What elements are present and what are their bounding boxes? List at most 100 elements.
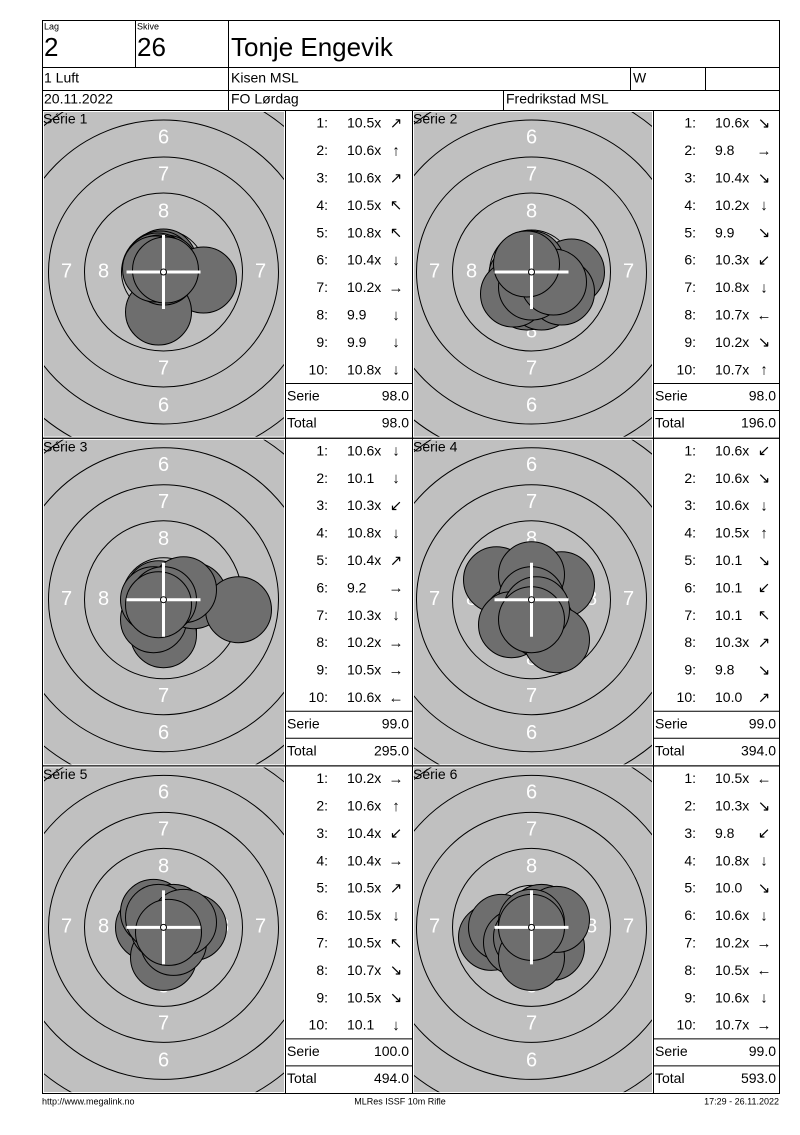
shot-direction: ←: [757, 962, 772, 979]
shot-hole: [493, 230, 560, 298]
shot-number: 9:: [316, 334, 328, 350]
shot-direction: ↘: [758, 798, 771, 815]
ring-label: 7: [158, 491, 169, 513]
shot-direction: ↓: [392, 252, 400, 269]
shot-direction: →: [389, 770, 404, 787]
shot-direction: ↓: [392, 334, 400, 351]
ring: [48, 811, 279, 1043]
shot-score: 10.6x: [715, 470, 749, 486]
shooter-name: Tonje Engevik: [231, 32, 394, 62]
ring: [84, 847, 243, 1007]
lag: 2: [44, 32, 58, 62]
total-value: 593.0: [741, 1070, 776, 1086]
shot-score: 9.8: [715, 825, 735, 841]
ring-label: 6: [526, 454, 537, 476]
shot-number: 4:: [316, 197, 328, 213]
ring-label: 6: [158, 126, 169, 148]
ring-label: 7: [623, 260, 634, 282]
ring-label: 6: [158, 454, 169, 476]
shot-number: 1:: [316, 115, 328, 131]
shot-direction: ↙: [390, 825, 403, 842]
shot-direction: ↗: [390, 170, 403, 187]
ring-label: 7: [61, 588, 72, 610]
shot-direction: ↑: [392, 798, 400, 815]
shot-direction: →: [757, 142, 772, 159]
ring: [416, 811, 647, 1043]
shot-score: 10.2x: [715, 935, 749, 951]
ring-label: 7: [526, 357, 537, 379]
shot-score: 10.5x: [347, 115, 381, 131]
ring-label: 7: [158, 163, 169, 185]
venue: Fredrikstad MSL: [506, 91, 609, 107]
shot-direction: →: [389, 662, 404, 679]
shot-score: 10.2x: [715, 197, 749, 213]
header: Lag 2 Skive 26 Tonje Engevik 1 Luft Kise…: [42, 20, 779, 111]
footer-right: 17:29 - 26.11.2022: [704, 1096, 779, 1106]
ring: [44, 774, 284, 1080]
shot-score: 10.8x: [347, 361, 381, 377]
shot-score: 10.3x: [715, 634, 749, 650]
shot-direction: ←: [757, 770, 772, 787]
shot-number: 3:: [684, 497, 696, 513]
total-value: 494.0: [374, 1070, 409, 1086]
ring-label: 7: [255, 916, 266, 938]
shot-score: 10.5x: [347, 662, 381, 678]
series-title: Série 4: [413, 438, 458, 454]
shot-score: 10.3x: [347, 497, 381, 513]
serie-value: 98.0: [749, 388, 776, 404]
shot-score: 10.7x: [715, 361, 749, 377]
shot-number: 2:: [684, 798, 696, 814]
lag-label: Lag: [44, 21, 59, 31]
serie-label: Serie: [287, 388, 320, 404]
shot-direction: ↙: [758, 252, 771, 269]
shot-number: 3:: [684, 825, 696, 841]
serie-value: 99.0: [382, 715, 409, 731]
center-mark: [528, 268, 535, 276]
series-title: Série 1: [43, 111, 88, 127]
shot-direction: ↘: [758, 225, 771, 242]
ring-label: 7: [61, 260, 72, 282]
total-label: Total: [287, 415, 317, 431]
target-body: 6677778888: [414, 112, 652, 437]
ring-label: 7: [429, 588, 440, 610]
ring-label: 8: [158, 528, 169, 550]
ring: [44, 447, 284, 753]
shot-direction: ↑: [760, 362, 768, 379]
serie-value: 99.0: [749, 715, 776, 731]
footer-center: MLRes ISSF 10m Rifle: [354, 1096, 446, 1106]
target-body: 6677778888: [414, 439, 652, 765]
shot-score: 10.5x: [715, 962, 749, 978]
shot-direction: ↑: [760, 525, 768, 542]
shot-direction: ↓: [760, 907, 768, 924]
shot-number: 5:: [316, 880, 328, 896]
shot-direction: ↓: [392, 607, 400, 624]
total-label: Total: [287, 742, 317, 758]
shot-number: 6:: [684, 907, 696, 923]
shot-number: 7:: [684, 935, 696, 951]
ring-label: 8: [158, 856, 169, 878]
ring-label: 6: [526, 126, 537, 148]
shot-number: 7:: [316, 279, 328, 295]
shot-direction: ↘: [390, 990, 403, 1007]
shot-number: 2:: [316, 470, 328, 486]
shot-direction: ↙: [758, 443, 771, 460]
series-title: Série 2: [413, 111, 458, 127]
target: 6677778888: [44, 112, 284, 437]
class: 1 Luft: [44, 70, 79, 86]
shot-score: 9.9: [347, 307, 367, 323]
shot-direction: →: [389, 279, 404, 296]
ring-label: 8: [586, 916, 597, 938]
serie-value: 99.0: [749, 1043, 776, 1059]
ring: [48, 484, 279, 716]
ring-label: 8: [466, 260, 477, 282]
shot-number: 5:: [316, 224, 328, 240]
shot-number: 9:: [316, 989, 328, 1005]
shot-direction: ↓: [392, 470, 400, 487]
shot-number: 2:: [684, 142, 696, 158]
shot-direction: ↘: [758, 552, 771, 569]
ring-label: 8: [526, 320, 537, 342]
shot-direction: →: [389, 634, 404, 651]
shot-number: 2:: [684, 470, 696, 486]
shot-number: 6:: [684, 579, 696, 595]
